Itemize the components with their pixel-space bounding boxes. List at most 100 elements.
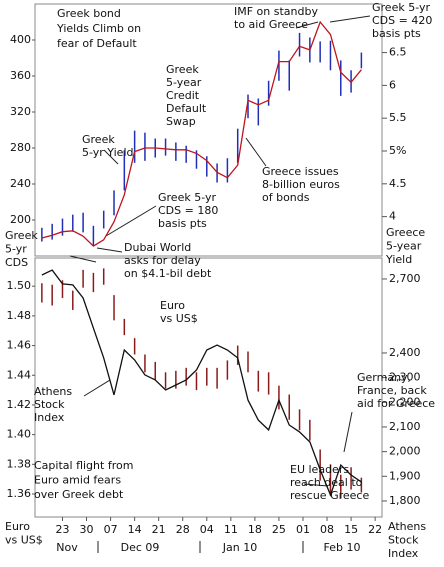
y-tick-label: 1.46 (7, 339, 32, 352)
leader-line (83, 379, 111, 397)
y2-tick-label: 2,200 (389, 395, 421, 408)
bottom-panel-frame (34, 257, 383, 518)
y-tick-label: 1.40 (7, 428, 32, 441)
y-tick-label: 360 (10, 69, 31, 82)
y2-tick-label: 5% (389, 144, 406, 157)
annotation: Capital flight from (34, 459, 133, 472)
chart-right-axis-label: Index (388, 547, 419, 560)
annotation: Euro (160, 299, 185, 312)
annotation: on $4.1-bil debt (124, 267, 212, 280)
y-tick-label: 280 (10, 141, 31, 154)
leader-line (329, 15, 371, 23)
annotation: Greek 5-yr (158, 191, 216, 204)
month-label: Nov (56, 541, 78, 554)
annotation: Greek (82, 133, 115, 146)
y2-tick-label: 2,000 (389, 445, 421, 458)
x-tick-label: 11 (224, 523, 238, 536)
chart-left-axis-label: Greek (5, 229, 38, 242)
y2-tick-label: 1,800 (389, 494, 421, 507)
leader-line (105, 205, 157, 237)
y-tick-label: 1.44 (7, 368, 32, 381)
annotation: EU leaders (290, 463, 349, 476)
annotation: 5-year (166, 76, 202, 89)
x-tick-label: 22 (368, 523, 382, 536)
annotation: Greek bond (57, 7, 121, 20)
y2-tick-label: 2,300 (389, 371, 421, 384)
leader-line (245, 137, 267, 167)
annotation: Dubai World (124, 241, 191, 254)
annotation: to aid Greece (234, 18, 308, 31)
chart-left-axis-label: Euro (5, 520, 30, 533)
x-tick-label: 23 (55, 523, 69, 536)
annotation: aid for Greece (357, 397, 435, 410)
x-tick-label: 07 (104, 523, 118, 536)
annotation: reach deal to (290, 476, 363, 489)
leader-lines (69, 15, 371, 487)
x-tick-label: 25 (272, 523, 286, 536)
x-tick-label: 01 (296, 523, 310, 536)
chart-right-axis-label: 5-year (386, 240, 422, 253)
y2-tick-label: 6 (389, 78, 396, 91)
series-line (41, 20, 362, 247)
x-tick-label: 30 (80, 523, 94, 536)
annotation: France, back (357, 384, 427, 397)
annotation: basis pts (372, 27, 421, 40)
annotation: over Greek debt (34, 488, 124, 501)
leader-line (295, 21, 319, 29)
annotation: basis pts (158, 217, 207, 230)
x-tick-label: 21 (152, 523, 166, 536)
x-tick-label: 18 (248, 523, 262, 536)
annotation: CDS = 180 (158, 204, 218, 217)
x-tick-label: 04 (200, 523, 214, 536)
y2-tick-label: 4 (389, 210, 396, 223)
series-line (41, 269, 362, 497)
y2-tick-label: 2,700 (389, 272, 421, 285)
y-tick-label: 400 (10, 33, 31, 46)
annotation: Credit (166, 89, 200, 102)
annotation: Greece issues (262, 165, 339, 178)
y-tick-label: 1.48 (7, 309, 32, 322)
leader-line (69, 255, 97, 263)
annotation: CDS = 420 (372, 14, 432, 27)
y2-tick-label: 4.5 (389, 177, 407, 190)
y2-tick-label: 2,100 (389, 420, 421, 433)
annotation: Stock (34, 398, 65, 411)
y-tick-label: 1.38 (7, 457, 32, 470)
annotation: vs US$ (160, 312, 198, 325)
leader-line (303, 483, 329, 487)
y2-tick-label: 6.5 (389, 46, 407, 59)
month-label: Jan 10 (222, 541, 257, 554)
x-tick-label: 28 (176, 523, 190, 536)
y-tick-label: 1.42 (7, 398, 32, 411)
chart-right-axis-label: Yield (385, 253, 412, 266)
x-tick-label: 15 (344, 523, 358, 536)
chart-left-axis-label: vs US$ (5, 534, 43, 547)
chart-left-axis-label: 5-yr (5, 243, 27, 256)
annotation: Default (166, 102, 207, 115)
y2-tick-label: 1,900 (389, 469, 421, 482)
annotation: Greek 5-yr (372, 1, 430, 14)
annotation: Yields Climb on (56, 22, 141, 35)
annotation: fear of Default (57, 37, 137, 50)
annotation: Euro amid fears (34, 474, 121, 487)
leader-line (343, 411, 353, 453)
y-tick-label: 320 (10, 105, 31, 118)
y-tick-label: 200 (10, 213, 31, 226)
y-tick-label: 1.50 (7, 279, 32, 292)
annotation: IMF on standby (234, 5, 318, 18)
y-tick-label: 240 (10, 177, 31, 190)
annotation: Index (34, 411, 65, 424)
y-tick-label: 1.36 (7, 487, 32, 500)
annotation: of bonds (262, 191, 310, 204)
x-tick-label: 14 (128, 523, 142, 536)
chart-right-axis-label: Athens (388, 520, 426, 533)
annotation: Swap (166, 115, 196, 128)
annotation: 8-billion euros (262, 178, 340, 191)
chart-left-axis-label: CDS (5, 256, 28, 269)
month-separators (97, 541, 304, 553)
annotation: asks for delay (124, 254, 201, 267)
leader-line (103, 149, 119, 165)
y2-tick-label: 2,400 (389, 346, 421, 359)
leader-line (96, 247, 123, 253)
